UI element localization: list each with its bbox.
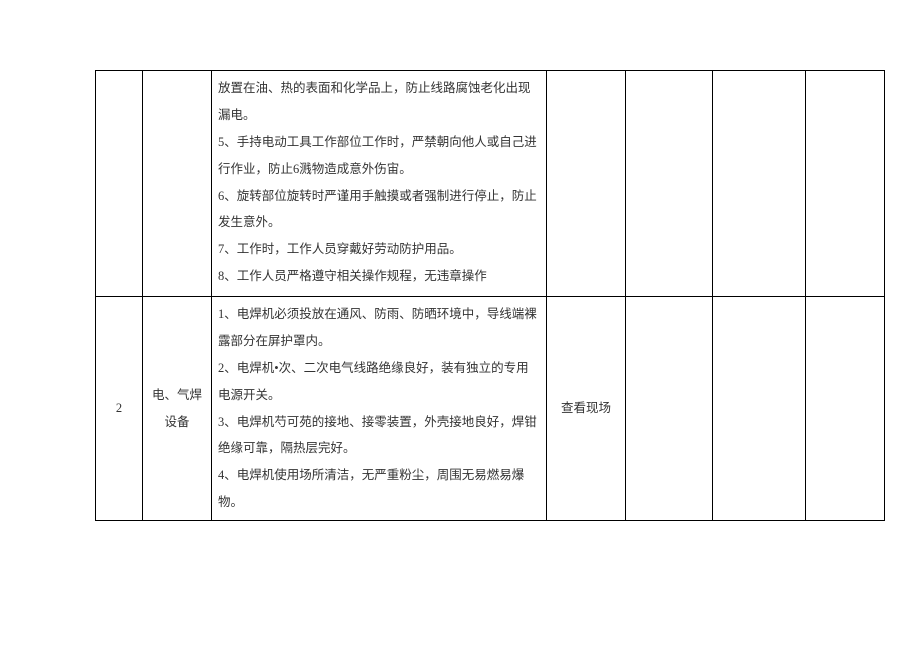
cell-method — [547, 71, 626, 297]
table-row: 放置在油、热的表面和化学品上，防止线路腐蚀老化出现漏电。5、手持电动工具工作部位… — [96, 71, 885, 297]
inspection-table: 放置在油、热的表面和化学品上，防止线路腐蚀老化出现漏电。5、手持电动工具工作部位… — [95, 70, 885, 521]
cell-content: 1、电焊机必须投放在通风、防雨、防晒环境中，导线端裸露部分在屏护罩内。2、电焊机… — [212, 297, 547, 521]
content-text: 1、电焊机必须投放在通风、防雨、防晒环境中，导线端裸露部分在屏护罩内。2、电焊机… — [218, 301, 540, 516]
cell-name: 电、气焊设备 — [143, 297, 212, 521]
table-row: 2 电、气焊设备 1、电焊机必须投放在通风、防雨、防晒环境中，导线端裸露部分在屏… — [96, 297, 885, 521]
cell-number: 2 — [96, 297, 143, 521]
cell-method: 查看现场 — [547, 297, 626, 521]
cell-empty — [806, 297, 885, 521]
cell-empty — [626, 297, 713, 521]
page-container: 放置在油、热的表面和化学品上，防止线路腐蚀老化出现漏电。5、手持电动工具工作部位… — [0, 0, 920, 541]
cell-empty — [806, 71, 885, 297]
cell-empty — [626, 71, 713, 297]
cell-name — [143, 71, 212, 297]
cell-number — [96, 71, 143, 297]
cell-empty — [713, 297, 806, 521]
cell-empty — [713, 71, 806, 297]
cell-content: 放置在油、热的表面和化学品上，防止线路腐蚀老化出现漏电。5、手持电动工具工作部位… — [212, 71, 547, 297]
content-text: 放置在油、热的表面和化学品上，防止线路腐蚀老化出现漏电。5、手持电动工具工作部位… — [218, 75, 540, 292]
